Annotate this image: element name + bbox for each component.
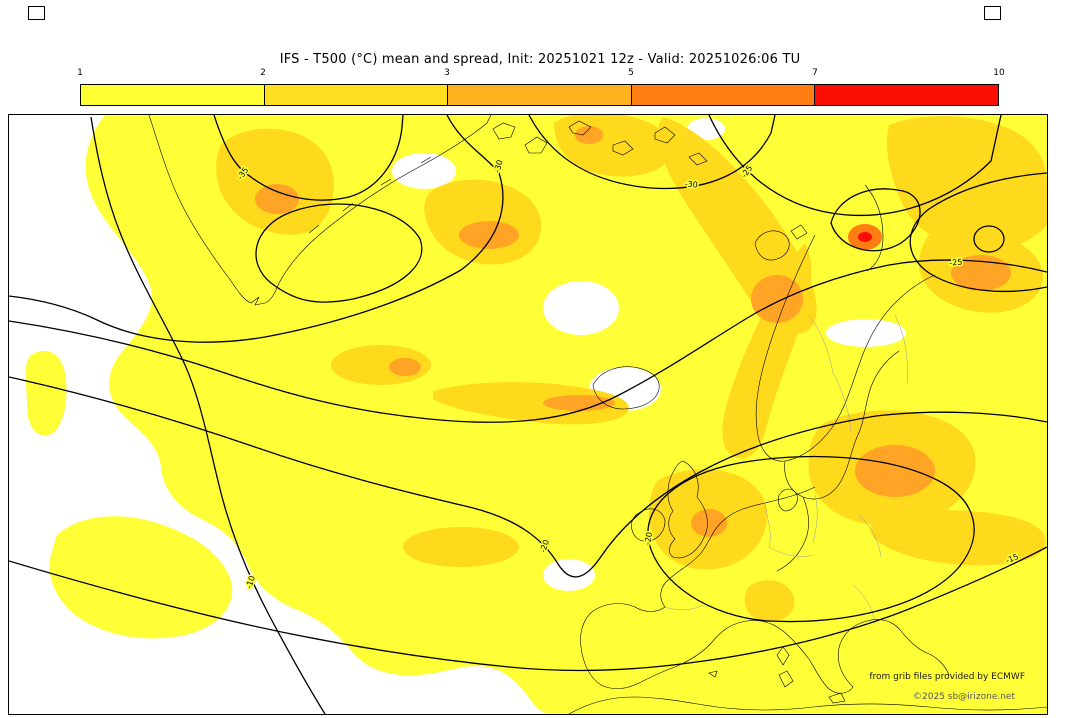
contour-label: -20 (643, 531, 654, 545)
mean-contour-layer (9, 115, 1047, 714)
corner-marker-left (28, 6, 45, 20)
contour-minus-30-west (9, 115, 504, 343)
contour-northeast-loop (909, 172, 1047, 293)
spread-2-3-blob (886, 116, 1047, 251)
colorbar-tick-5: 5 (628, 68, 634, 78)
country-border (852, 584, 876, 624)
colorbar-tick-10: 10 (993, 68, 1005, 78)
contour-closed-small (973, 225, 1005, 253)
country-border (894, 314, 908, 384)
country-border (808, 314, 852, 432)
corner-marker-right (984, 6, 1001, 20)
svalbard-coastline (754, 224, 808, 261)
contour-minus-20-europe-loop (647, 455, 975, 623)
mediterranean-islands (708, 646, 846, 704)
spread-3-5-blob (855, 445, 935, 497)
spread-3-5-blob (459, 221, 519, 249)
grib-credit-text: from grib files provided by ECMWF (869, 672, 1025, 682)
colorbar-tick-3: 3 (444, 68, 450, 78)
spread-7-10-blob (858, 232, 872, 242)
spread-2-3-blob (433, 382, 629, 425)
map-credits: from grib files provided by ECMWF ©2025 … (869, 672, 1025, 702)
spread-3-5-blob (543, 395, 615, 411)
contour-minus-25-main (9, 259, 1047, 423)
low-spread-hole (826, 319, 906, 347)
colorbar-tick-2: 2 (260, 68, 266, 78)
colorbar-segment-1-2 (81, 85, 265, 105)
country-border (664, 604, 704, 610)
spread-3-5-blob (255, 184, 299, 214)
britain-coastline (667, 460, 708, 559)
country-border (858, 514, 882, 558)
chart-title: IFS - T500 (°C) mean and spread, Init: 2… (279, 52, 801, 67)
ireland-coastline (631, 508, 666, 542)
spread-1-2-blob-west (25, 350, 67, 436)
greenland-fjords (308, 156, 432, 234)
forecast-map: -35 -30 -30 -25 -25 -20 -20 -15 -10 from… (9, 115, 1047, 714)
novaya-zemlya-coastline (864, 184, 884, 272)
africa-coastline (568, 696, 1047, 714)
country-border (768, 546, 814, 557)
low-spread-hole (392, 153, 456, 189)
country-border (812, 494, 818, 544)
denmark-coastline (777, 488, 798, 512)
copyright-text: ©2025 sb@irizone.net (913, 692, 1015, 702)
spread-colorbar (80, 84, 999, 106)
arctic-islands (492, 120, 708, 166)
contour-label: -25 (949, 257, 963, 267)
colorbar-segment-5-7 (631, 85, 816, 105)
spread-3-5-blob (951, 255, 1011, 291)
spread-3-5-blob (691, 509, 727, 537)
contour-minus-15-south (9, 546, 1047, 672)
colorbar-segment-3-5 (448, 85, 632, 105)
spread-1-2-blob-southwest (49, 516, 233, 639)
contour-label: -30 (684, 179, 698, 189)
colorbar-segment-2-3 (264, 85, 449, 105)
country-border-layer (664, 314, 908, 624)
contour-minus-25-top (708, 115, 1002, 217)
contour-minus-20-main (9, 376, 1047, 578)
spread-3-5-blob (389, 358, 421, 376)
iceland-coastline (592, 366, 660, 410)
contour-closed-barents (830, 188, 921, 252)
spread-3-5-blob (575, 126, 603, 144)
low-spread-hole (543, 281, 619, 335)
colorbar-tick-7: 7 (812, 68, 818, 78)
spread-2-3-blob (744, 580, 795, 623)
contour-minus-35-closed (255, 203, 423, 303)
spread-2-3-blob (403, 527, 519, 567)
map-frame: -35 -30 -30 -25 -25 -20 -20 -15 -10 from… (8, 114, 1048, 715)
spread-3-5-blob (751, 275, 803, 323)
spread-2-3-blob (870, 510, 1046, 566)
country-border (764, 502, 771, 548)
contour-minus-10-west (90, 116, 326, 714)
contour-minus-35-open (213, 115, 404, 201)
greenland-coastline (148, 115, 492, 306)
baltic-coastline (776, 350, 900, 572)
contour-minus-30-top (528, 115, 776, 190)
colorbar-tick-1: 1 (77, 68, 83, 78)
colorbar-segment-7-10 (815, 85, 998, 105)
